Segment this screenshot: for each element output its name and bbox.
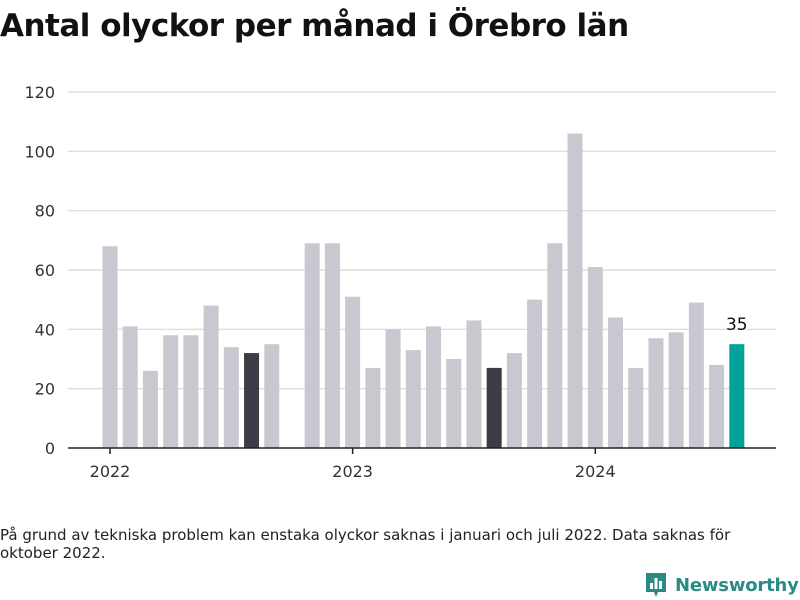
bar-2024-02 [608, 317, 623, 448]
bar-2023-05 [426, 326, 442, 448]
data-label-2024-08: 35 [726, 315, 748, 335]
bar-2023-11 [547, 243, 563, 448]
bar-2022-04 [163, 335, 179, 448]
bar-2024-06 [688, 302, 704, 448]
y-tick-label: 60 [35, 261, 55, 280]
bar-2024-08 [729, 344, 745, 448]
y-tick-label: 100 [24, 142, 55, 161]
bar-chart: 0 20 40 60 80 100 120 35 2022 2023 2024 [24, 83, 776, 481]
bar-2022-09 [264, 344, 280, 448]
bar-2022-11 [304, 243, 320, 448]
bar-2022-02 [122, 326, 138, 448]
bar-2023-10 [527, 299, 543, 448]
bar-2023-08 [486, 367, 502, 448]
bar-2022-01 [102, 246, 118, 448]
bar-2023-07 [466, 320, 482, 448]
footnote: På grund av tekniska problem kan enstaka… [0, 526, 731, 562]
brand-logo: Newsworthy [644, 571, 799, 599]
y-tick-label: 120 [24, 83, 55, 102]
logo-bar-1 [650, 583, 653, 589]
brand-name: Newsworthy [675, 574, 799, 596]
y-tick-label: 20 [35, 380, 55, 399]
y-tick-label: 80 [35, 202, 55, 221]
bar-2023-02 [365, 367, 381, 448]
y-tick-label: 40 [35, 320, 55, 339]
bar-2023-01 [345, 296, 361, 448]
bar-2022-03 [142, 370, 158, 448]
y-axis-tick-labels: 0 20 40 60 80 100 120 [24, 83, 55, 458]
chart-title: Antal olyckor per månad i Örebro län [0, 8, 629, 44]
logo-bar-3 [659, 581, 662, 589]
bars [102, 133, 745, 449]
bar-2023-03 [385, 329, 401, 448]
bar-2023-06 [446, 359, 462, 448]
bar-2022-08 [244, 353, 260, 448]
logo-bar-2 [654, 578, 658, 589]
bar-2022-06 [203, 305, 219, 448]
x-axis: 2022 2023 2024 [68, 447, 776, 481]
bar-2023-12 [567, 133, 583, 449]
bar-2024-01 [587, 267, 603, 448]
x-tick-label: 2023 [332, 462, 373, 481]
bar-2024-04 [648, 338, 664, 448]
x-tick-label: 2022 [90, 462, 131, 481]
bar-2024-03 [628, 367, 644, 448]
bar-2023-04 [405, 350, 421, 448]
bar-2024-05 [668, 332, 684, 448]
bar-2023-09 [506, 353, 522, 448]
newsworthy-logo-icon [646, 573, 666, 597]
bar-2022-12 [324, 243, 340, 448]
x-tick-label: 2024 [575, 462, 616, 481]
data-labels: 35 [726, 315, 748, 335]
bar-2024-07 [709, 364, 725, 448]
y-tick-label: 0 [45, 439, 55, 458]
bar-2022-05 [183, 335, 199, 448]
bar-2022-07 [223, 347, 239, 448]
